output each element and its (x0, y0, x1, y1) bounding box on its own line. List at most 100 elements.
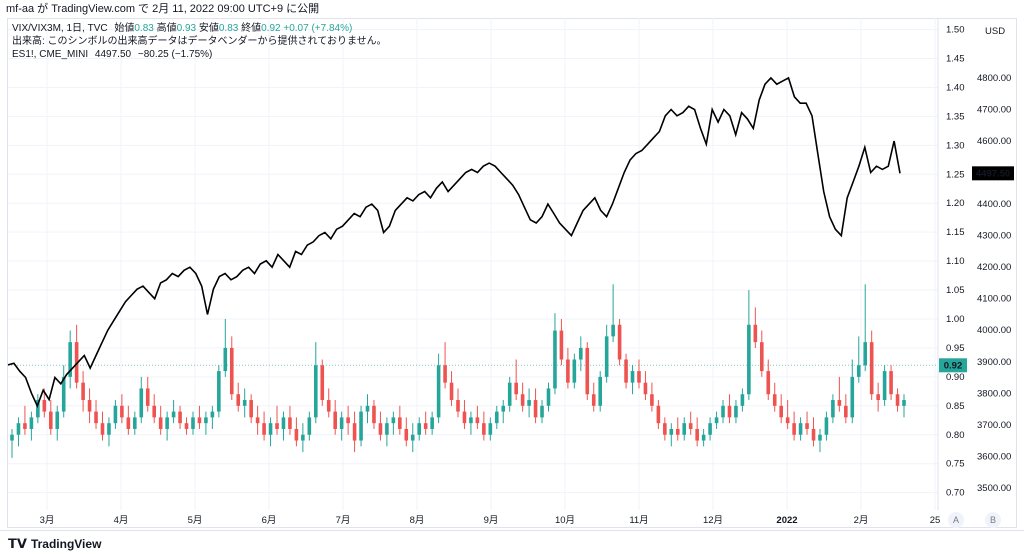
legend-row-1: VIX/VIX3M, 1日, TVC 始値0.83 高値0.93 安値0.83 … (12, 22, 387, 35)
candle-body (294, 428, 299, 441)
right-scale-tick: 4600.00 (977, 136, 1011, 147)
candle-body (650, 394, 654, 406)
candle-body (113, 405, 118, 424)
close-value: 0.92 (261, 23, 281, 34)
candle-body (669, 428, 674, 435)
candle-body (514, 382, 518, 395)
candle-body (759, 342, 764, 372)
candle-body (856, 365, 861, 377)
time-tick: 12月 (703, 515, 723, 526)
volume-notice: 出来高: このシンボルの出来高データはデータベンダーから提供されておりません。 (12, 36, 387, 47)
es-last-badge-text: 4497.50 (976, 168, 1010, 179)
time-tick: 4月 (114, 515, 129, 526)
candle-body (61, 376, 66, 412)
candle-body (36, 400, 40, 418)
candle-body (178, 411, 182, 424)
left-scale-tick: 1.15 (946, 227, 965, 238)
candle-body (753, 324, 758, 343)
candle-body (831, 400, 835, 418)
candle-body (346, 417, 350, 424)
candle-body (242, 400, 247, 406)
candle-body (598, 376, 603, 406)
left-scale-tick: 1.20 (946, 198, 965, 209)
candle-body (133, 417, 137, 429)
candle-body (727, 405, 732, 418)
candle-body (204, 417, 208, 424)
change-value: +0.07 (+7.84%) (283, 23, 353, 34)
candle-body (611, 324, 615, 337)
candle-body (126, 417, 131, 429)
ratio-last-badge (939, 358, 967, 373)
candle-body (217, 371, 221, 412)
left-scale-tick: 0.95 (946, 343, 965, 354)
candle-body (268, 423, 273, 435)
open-value: 0.83 (134, 23, 154, 34)
right-scale-tick: 3900.00 (977, 357, 1011, 368)
time-tick: 9月 (484, 515, 499, 526)
candle-body (339, 417, 344, 429)
candle-body (837, 400, 842, 406)
candle-body (184, 423, 189, 429)
candle-body (507, 382, 512, 406)
candle-body (197, 417, 202, 424)
legend-row-2: ES1!, CME_MINI 4497.50 −80.25 (−1.75%) (12, 48, 387, 61)
candle-body (805, 423, 809, 429)
candle-body (10, 434, 14, 441)
candle-body (100, 423, 105, 435)
time-tick: 2月 (854, 515, 869, 526)
candle-body (785, 417, 790, 424)
candle-body (889, 371, 893, 395)
scale-b-button[interactable]: B (985, 512, 1001, 528)
candle-body (895, 394, 900, 406)
candle-body (656, 405, 661, 424)
tradingview-logo[interactable]: 𝗧𝗩 TradingView (8, 536, 101, 552)
low-label: 安値 (198, 23, 219, 34)
candle-body (688, 423, 693, 429)
tradingview-logo-icon: 𝗧𝗩 (8, 536, 27, 551)
legend: VIX/VIX3M, 1日, TVC 始値0.83 高値0.93 安値0.83 … (12, 22, 387, 61)
candle-body (410, 434, 415, 441)
legend-symbol-1[interactable]: VIX/VIX3M, 1日, TVC (12, 23, 108, 34)
candle-body (850, 376, 855, 418)
candle-body (714, 417, 719, 424)
candle-body (475, 417, 480, 424)
time-tick: 10月 (555, 515, 575, 526)
auto-scale-button[interactable]: A (948, 512, 964, 528)
candle-body (488, 423, 493, 435)
candle-body (171, 411, 176, 418)
candle-body (94, 411, 98, 424)
left-scale-tick: 1.40 (946, 82, 965, 93)
legend-symbol-2[interactable]: ES1!, CME_MINI (12, 49, 89, 60)
candle-body (708, 423, 712, 435)
candle-body (16, 423, 21, 435)
chart-frame[interactable] (7, 18, 1017, 528)
candle-body (430, 417, 434, 429)
candle-body (385, 423, 389, 435)
candle-body (643, 382, 648, 395)
time-tick: 7月 (336, 515, 351, 526)
time-tick: 5月 (188, 515, 203, 526)
candle-body (624, 359, 628, 383)
candle-body (398, 417, 402, 429)
candle-body (882, 371, 887, 401)
candle-body (501, 405, 506, 412)
candle-body (579, 347, 583, 360)
candle-body (637, 371, 641, 383)
candle-body (74, 342, 79, 383)
candle-body (443, 365, 447, 383)
right-scale-tick: 4800.00 (977, 73, 1011, 84)
candle-body (540, 405, 544, 418)
candle-body (876, 394, 880, 401)
ratio-last-badge-text: 0.92 (944, 360, 963, 371)
candle-body (55, 411, 60, 429)
right-scale-tick: 3700.00 (977, 420, 1011, 431)
right-scale-tick: 4100.00 (977, 294, 1011, 305)
time-tick: 2022 (776, 515, 797, 526)
candle-body (152, 405, 157, 418)
es-last-badge (972, 166, 1014, 181)
candle-body (566, 359, 570, 383)
candle-body (818, 434, 822, 441)
left-scale-tick: 1.45 (946, 54, 965, 65)
candle-body (533, 400, 538, 418)
